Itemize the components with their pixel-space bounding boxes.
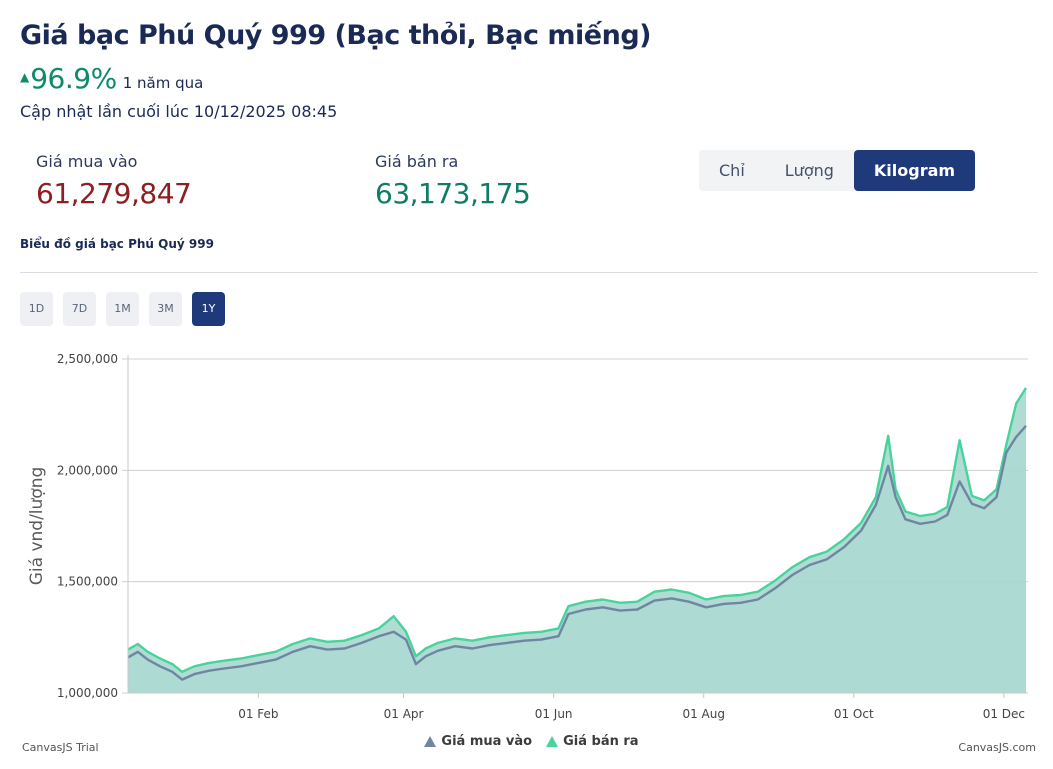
unit-tab-luong[interactable]: Lượng [764, 150, 854, 191]
series-line-sell [127, 387, 1028, 673]
unit-tab-kilogram[interactable]: Kilogram [853, 150, 976, 191]
legend-label-sell: Giá bán ra [563, 734, 639, 749]
chart-heading: Biểu đồ giá bạc Phú Quý 999 [20, 237, 214, 251]
range-tab-3m[interactable]: 3M [149, 292, 182, 326]
series-area-buy [128, 425, 1026, 693]
unit-tabs: Chỉ Lượng Kilogram [699, 150, 976, 191]
change-period: 1 năm qua [122, 74, 204, 92]
price-chart[interactable]: 1,000,000 1,500,000 2,000,000 2,500,000 01 F… [0, 335, 1053, 735]
change-percent: 96.9% [30, 62, 117, 95]
sell-price-value: 63,173,175 [375, 177, 531, 210]
y-tick-label: 1,500,000 [57, 575, 118, 589]
range-tab-1d[interactable]: 1D [20, 292, 53, 326]
page-title: Giá bạc Phú Quý 999 (Bạc thỏi, Bạc miếng… [20, 20, 651, 51]
chart-credit-left: CanvasJS Trial [22, 741, 99, 754]
legend-item-buy[interactable]: Giá mua vào [424, 734, 532, 749]
range-tabs: 1D 7D 1M 3M 1Y [20, 292, 235, 326]
legend-marker-sell [546, 736, 559, 747]
range-tab-1y[interactable]: 1Y [192, 292, 225, 326]
y-tick-label: 2,000,000 [57, 463, 118, 477]
unit-tab-chi[interactable]: Chỉ [699, 150, 765, 191]
x-tick-label: 01 Dec [983, 707, 1025, 721]
buy-price-value: 61,279,847 [36, 177, 192, 210]
last-updated: Cập nhật lần cuối lúc 10/12/2025 08:45 [20, 102, 338, 121]
x-tick-label: 01 Oct [834, 707, 874, 721]
legend-marker-buy [424, 736, 437, 747]
x-tick-label: 01 Feb [238, 707, 278, 721]
x-tick-label: 01 Apr [384, 707, 424, 721]
legend-item-sell[interactable]: Giá bán ra [546, 734, 639, 749]
legend-label-buy: Giá mua vào [441, 734, 533, 749]
buy-price-block: Giá mua vào 61,279,847 [36, 152, 192, 210]
sell-price-block: Giá bán ra 63,173,175 [375, 152, 531, 210]
up-arrow-icon: ▲ [20, 70, 30, 84]
y-tick-label: 2,500,000 [57, 352, 118, 366]
y-tick-label: 1,000,000 [57, 686, 118, 700]
chart-credit-right[interactable]: CanvasJS.com [958, 741, 1036, 754]
chart-legend: Giá mua vào Giá bán ra [0, 734, 1053, 749]
price-change-row: ▲ 96.9% 1 năm qua [20, 62, 203, 95]
range-tab-1m[interactable]: 1M [106, 292, 139, 326]
divider [20, 272, 1038, 273]
x-tick-label: 01 Aug [682, 707, 725, 721]
sell-price-label: Giá bán ra [375, 152, 459, 171]
series-line-buy [127, 425, 1027, 681]
y-axis-title: Giá vnd/lượng [27, 467, 47, 586]
range-tab-7d[interactable]: 7D [63, 292, 96, 326]
buy-price-label: Giá mua vào [36, 152, 138, 171]
x-tick-label: 01 Jun [535, 707, 573, 721]
